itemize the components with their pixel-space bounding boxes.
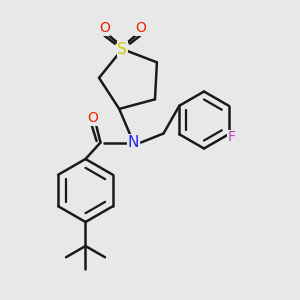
Text: O: O bbox=[88, 112, 98, 125]
Text: O: O bbox=[135, 21, 146, 35]
Text: F: F bbox=[228, 130, 236, 144]
Text: N: N bbox=[128, 135, 139, 150]
Text: S: S bbox=[118, 42, 127, 57]
Text: O: O bbox=[99, 21, 110, 35]
